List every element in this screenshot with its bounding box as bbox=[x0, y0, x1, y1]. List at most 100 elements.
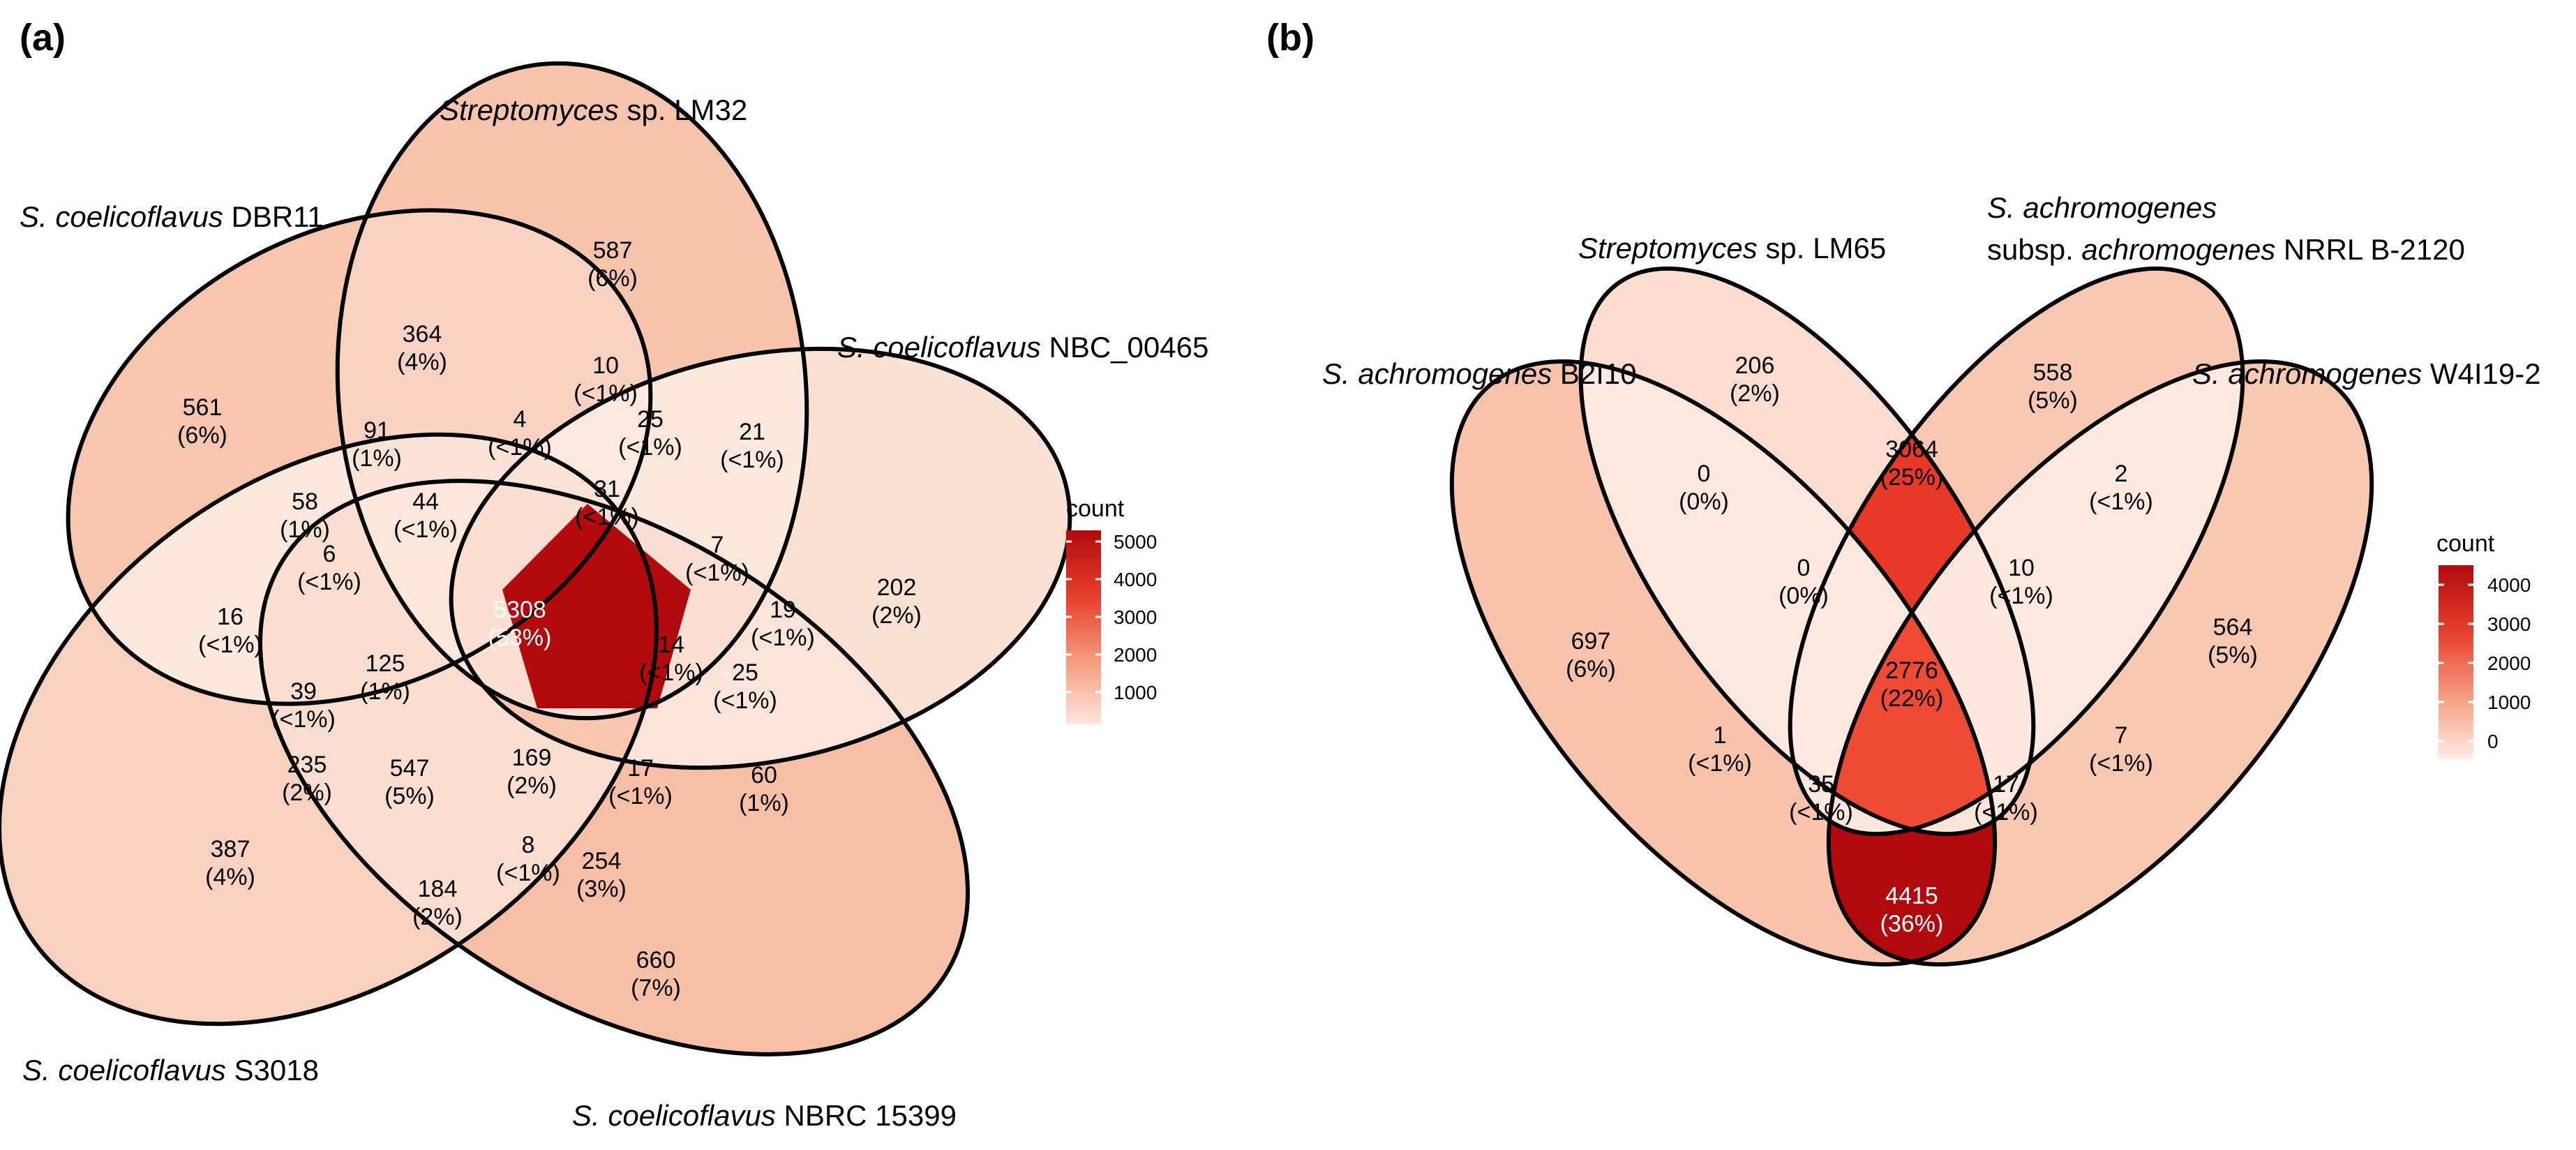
legend-a-tick: 4000 bbox=[1114, 569, 1157, 590]
region-label: 660(7%) bbox=[631, 947, 681, 1001]
svg-text:(<1%): (<1%) bbox=[685, 560, 749, 586]
legend-a-colorbar bbox=[1066, 530, 1101, 724]
set-label-nrrl-line2: subsp. achromogenes NRRL B-2120 bbox=[1987, 233, 2465, 266]
svg-text:364: 364 bbox=[403, 321, 442, 348]
svg-text:2776: 2776 bbox=[1885, 657, 1938, 684]
legend-a-tick: 5000 bbox=[1114, 531, 1157, 553]
region-label: 0(0%) bbox=[1779, 555, 1829, 609]
svg-text:(3%): (3%) bbox=[576, 876, 627, 902]
svg-text:2: 2 bbox=[2115, 461, 2128, 487]
region-label: 1(<1%) bbox=[1688, 722, 1752, 777]
svg-text:1: 1 bbox=[1714, 722, 1727, 749]
svg-text:8: 8 bbox=[522, 832, 535, 858]
panel-b-tag: (b) bbox=[1266, 17, 1315, 59]
svg-text:(36%): (36%) bbox=[1880, 911, 1944, 937]
svg-text:25: 25 bbox=[732, 659, 758, 686]
region-label: 44(<1%) bbox=[394, 488, 458, 543]
region-label: 6(<1%) bbox=[297, 541, 361, 595]
svg-text:(6%): (6%) bbox=[587, 265, 638, 292]
region-label: 235(2%) bbox=[282, 752, 332, 806]
svg-text:3064: 3064 bbox=[1885, 436, 1938, 463]
svg-text:(5%): (5%) bbox=[2208, 642, 2258, 669]
panel-a-region-labels: 587(6%) 561(6%) 202(2%) 660(7%) 387(4%) … bbox=[177, 237, 922, 1001]
svg-text:184: 184 bbox=[418, 876, 458, 902]
svg-text:169: 169 bbox=[512, 745, 552, 771]
svg-text:202: 202 bbox=[877, 574, 917, 601]
region-label: 25(<1%) bbox=[713, 659, 777, 714]
set-label-b2i10: S. achromogenes B2I10 bbox=[1322, 357, 1637, 390]
svg-text:(22%): (22%) bbox=[1880, 685, 1944, 712]
svg-text:(7%): (7%) bbox=[631, 975, 681, 1001]
region-label: 387(4%) bbox=[205, 836, 255, 890]
region-label: 60(1%) bbox=[739, 762, 789, 816]
region-label: 206(2%) bbox=[1730, 352, 1780, 407]
svg-text:(<1%): (<1%) bbox=[713, 687, 777, 714]
svg-text:(1%): (1%) bbox=[352, 445, 402, 472]
svg-text:(<1%): (<1%) bbox=[574, 380, 638, 407]
svg-text:235: 235 bbox=[287, 752, 327, 778]
set-label-nrrl-line1: S. achromogenes bbox=[1987, 191, 2217, 224]
legend-a-tick: 2000 bbox=[1114, 644, 1157, 666]
svg-text:91: 91 bbox=[364, 417, 390, 444]
svg-text:(<1%): (<1%) bbox=[2089, 488, 2153, 515]
svg-text:(<1%): (<1%) bbox=[1989, 583, 2053, 609]
svg-text:387: 387 bbox=[211, 836, 250, 862]
svg-text:19: 19 bbox=[770, 597, 796, 623]
svg-text:(1%): (1%) bbox=[739, 790, 789, 816]
region-label: 14(<1%) bbox=[639, 632, 703, 686]
svg-text:(5%): (5%) bbox=[384, 783, 435, 809]
svg-text:(2%): (2%) bbox=[1730, 380, 1780, 407]
region-label: 125(1%) bbox=[360, 650, 410, 705]
svg-text:(<1%): (<1%) bbox=[198, 632, 262, 658]
region-label: 547(5%) bbox=[384, 755, 435, 809]
svg-text:(<1%): (<1%) bbox=[608, 783, 673, 809]
svg-text:35: 35 bbox=[1808, 771, 1834, 798]
set-label-w4i19: S. achromogenes W4I19-2 bbox=[2192, 357, 2541, 390]
legend-b-tick: 1000 bbox=[2487, 692, 2531, 713]
region-label: 2(<1%) bbox=[2089, 461, 2153, 515]
svg-text:(<1%): (<1%) bbox=[496, 860, 560, 886]
region-label: 5308(53%) bbox=[488, 597, 552, 651]
svg-text:(<1%): (<1%) bbox=[639, 659, 703, 686]
svg-text:(2%): (2%) bbox=[507, 772, 557, 799]
svg-text:(<1%): (<1%) bbox=[488, 434, 552, 461]
region-label: 91(1%) bbox=[352, 417, 402, 472]
svg-text:5308: 5308 bbox=[493, 597, 546, 623]
svg-text:125: 125 bbox=[366, 650, 405, 677]
set-label-nbc00465: S. coelicoflavus NBC_00465 bbox=[837, 331, 1208, 364]
svg-text:7: 7 bbox=[711, 532, 724, 558]
svg-text:(<1%): (<1%) bbox=[751, 625, 815, 651]
svg-text:31: 31 bbox=[594, 476, 620, 502]
svg-text:(2%): (2%) bbox=[871, 602, 922, 629]
svg-text:0: 0 bbox=[1698, 461, 1711, 487]
svg-text:60: 60 bbox=[751, 762, 777, 789]
set-label-nbrc15399: S. coelicoflavus NBRC 15399 bbox=[572, 1099, 957, 1132]
region-label: 2776(22%) bbox=[1880, 657, 1944, 712]
set-label-lm32: Streptomyces sp. LM32 bbox=[440, 94, 747, 126]
region-label: 25(<1%) bbox=[618, 406, 682, 461]
region-label: 7(<1%) bbox=[685, 532, 749, 586]
legend-b-tick: 3000 bbox=[2487, 613, 2531, 635]
svg-text:(<1%): (<1%) bbox=[297, 569, 361, 595]
region-label: 17(<1%) bbox=[608, 755, 673, 809]
region-label: 21(<1%) bbox=[720, 419, 784, 473]
region-label: 4415(36%) bbox=[1880, 883, 1944, 937]
legend-a-tick: 3000 bbox=[1114, 606, 1157, 628]
region-label: 254(3%) bbox=[576, 848, 627, 902]
svg-text:(53%): (53%) bbox=[488, 625, 552, 651]
svg-text:(0%): (0%) bbox=[1779, 583, 1829, 609]
set-label-s3018: S. coelicoflavus S3018 bbox=[22, 1054, 319, 1086]
region-label: 169(2%) bbox=[507, 745, 557, 799]
region-label: 697(6%) bbox=[1566, 628, 1616, 682]
svg-text:16: 16 bbox=[217, 604, 244, 630]
svg-text:(<1%): (<1%) bbox=[618, 434, 682, 461]
svg-text:(<1%): (<1%) bbox=[1974, 799, 2038, 826]
svg-text:564: 564 bbox=[2213, 614, 2253, 641]
legend-b-tick: 0 bbox=[2487, 731, 2499, 752]
region-label: 587(6%) bbox=[587, 237, 638, 292]
svg-text:(2%): (2%) bbox=[282, 779, 332, 806]
region-label: 10(<1%) bbox=[574, 352, 638, 407]
svg-text:21: 21 bbox=[739, 419, 765, 445]
region-label: 3064(25%) bbox=[1880, 436, 1944, 491]
svg-text:558: 558 bbox=[2033, 359, 2073, 386]
